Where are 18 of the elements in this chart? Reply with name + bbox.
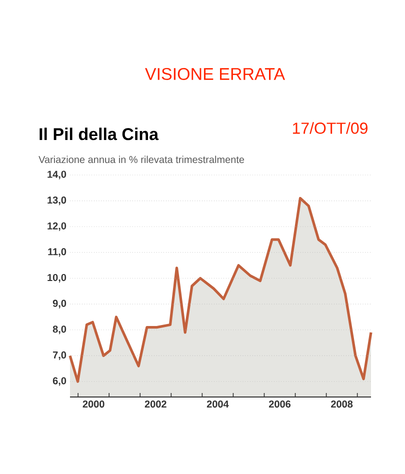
y-tick-label: 14,0 [48,170,66,180]
chart-subtitle: Variazione annua in % rilevata trimestralmente [38,156,244,164]
text: VISIONE ERRATA [145,68,286,80]
x-tick-label: 2000 [82,400,104,408]
x-tick-label: 2006 [268,400,291,408]
x-tick-label: 2002 [144,400,166,408]
x-tick-label: 2004 [206,400,229,408]
y-tick-label: 13,0 [48,196,66,206]
text: 17/OTT/09 [292,122,368,134]
y-tick-label: 7,0 [52,351,66,360]
y-tick-label: 6,0 [52,377,66,386]
chart-title: Il Pil della Cina [40,128,159,140]
y-tick-label: 11,0 [48,248,66,257]
y-tick-label: 9,0 [52,300,66,308]
y-tick-label: 12,0 [48,222,66,231]
x-tick-label: 2008 [331,400,353,408]
y-tick-label: 8,0 [52,326,66,334]
y-tick-label: 10,0 [48,274,66,283]
